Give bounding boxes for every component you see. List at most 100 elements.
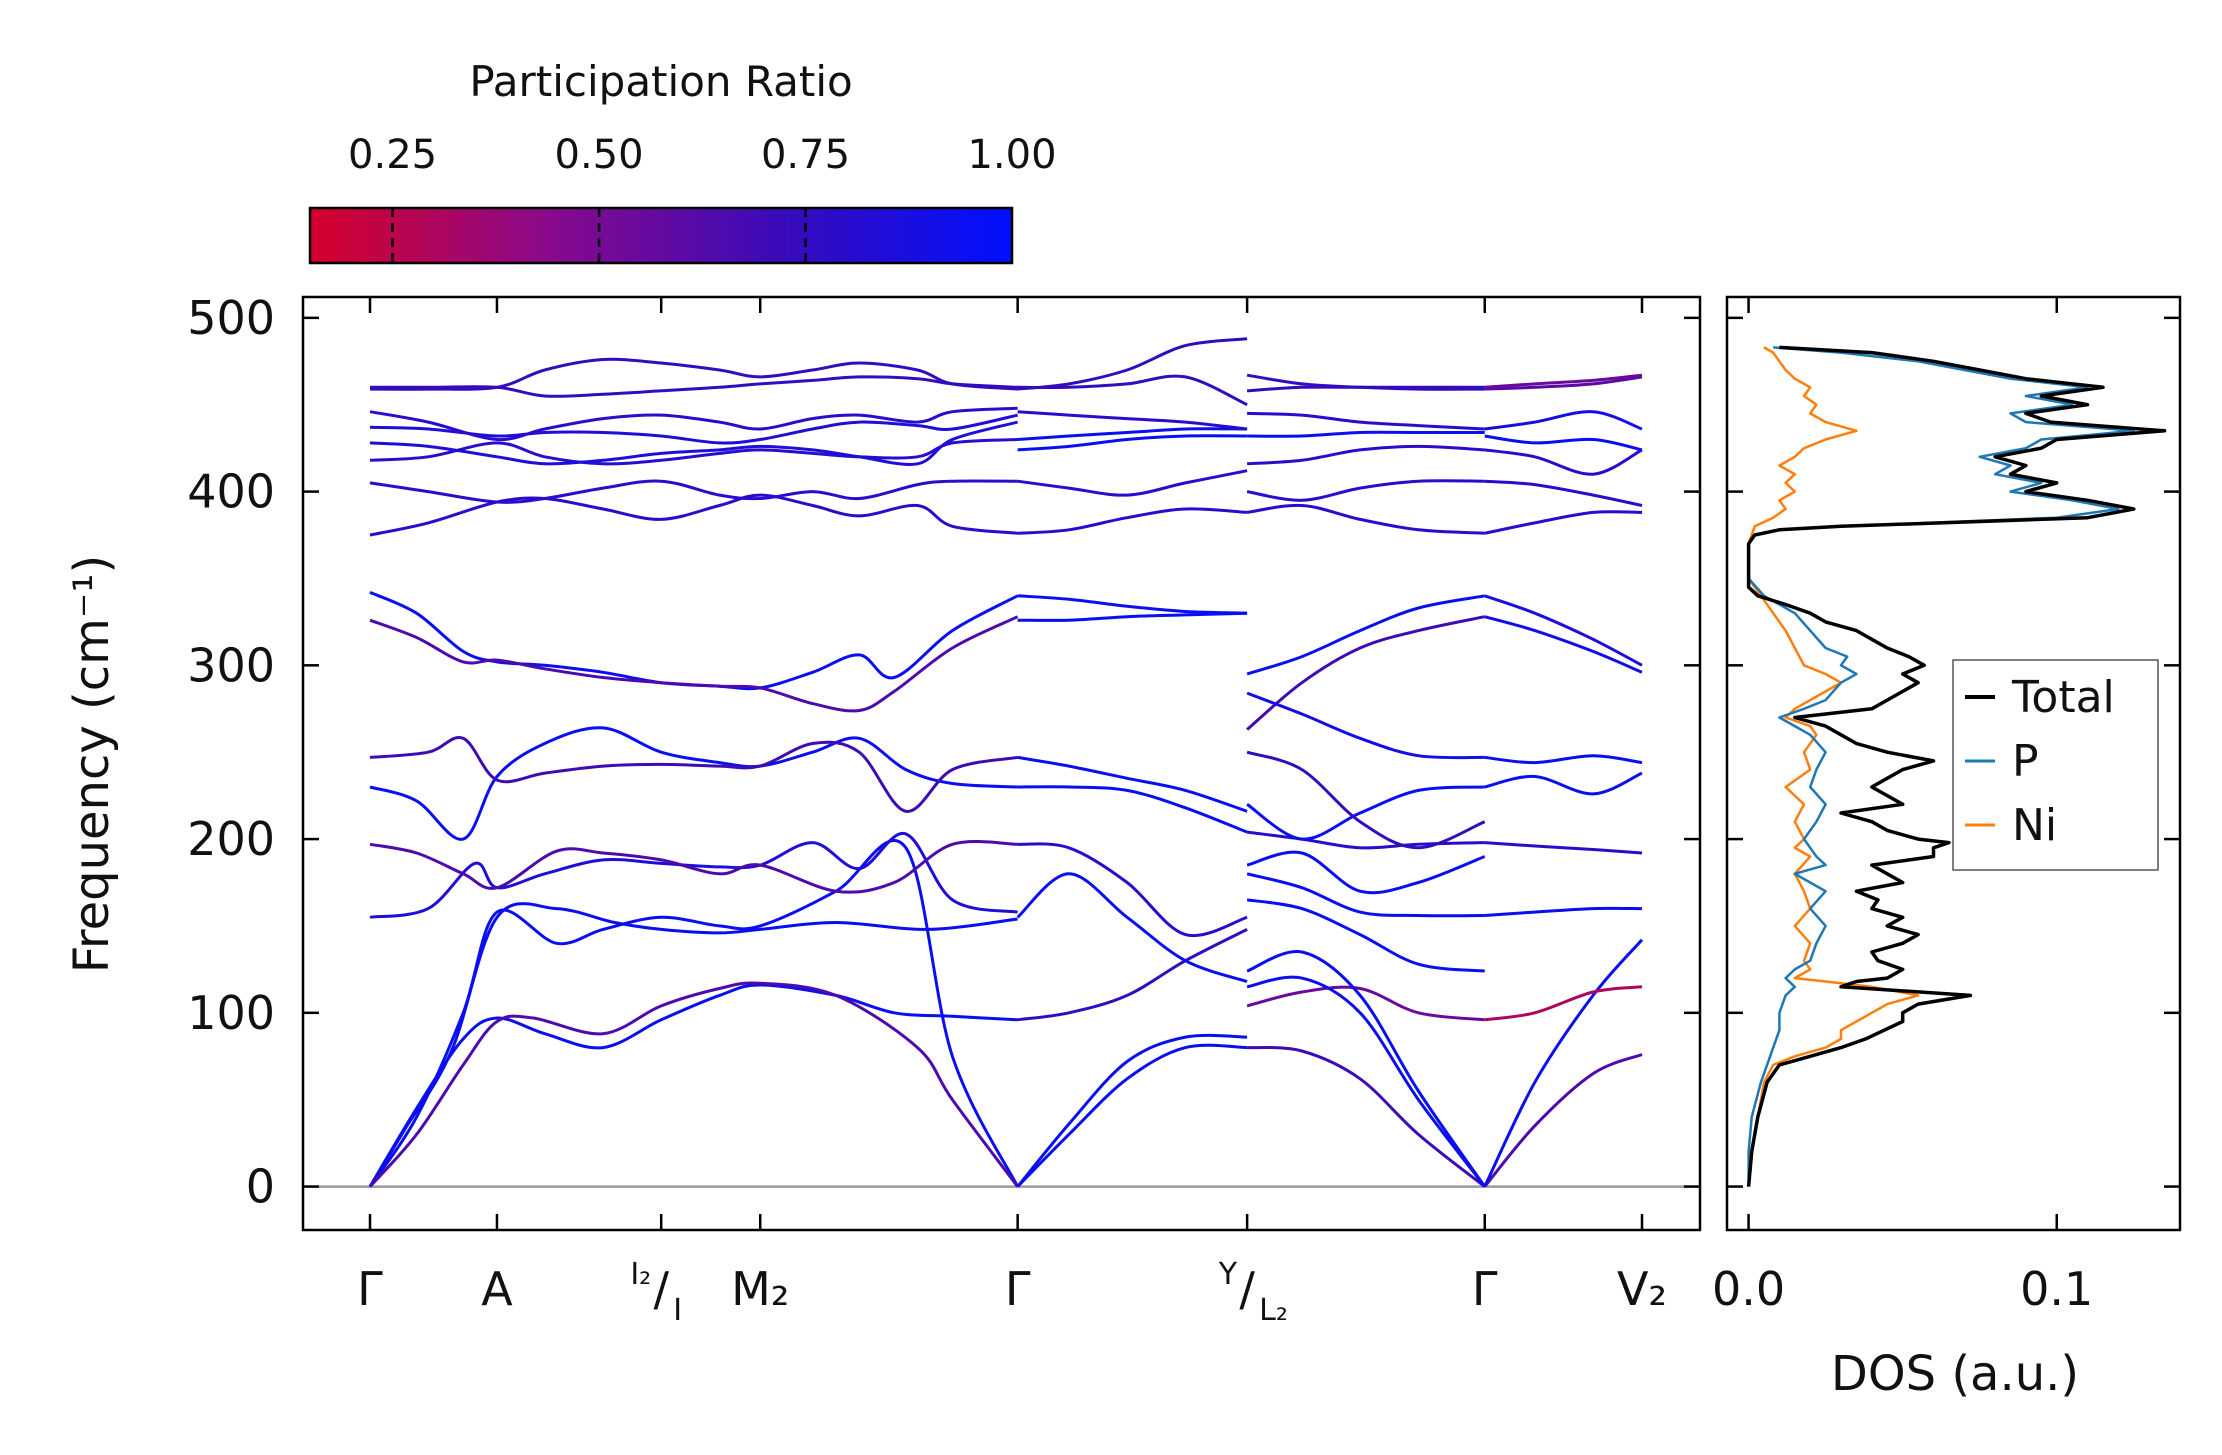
phonon-band [1017,337,1248,391]
phonon-band [368,839,1019,1188]
x-tick-label-sub: L₂ [1259,1293,1288,1328]
y-axis-label: Frequency (cm⁻¹) [64,555,120,973]
x-tick-label-slash: / [1239,1262,1255,1316]
phonon-band [1017,594,1248,615]
phonon-band [1484,510,1643,535]
dos-x-tick-label: 0.1 [2020,1262,2093,1316]
phonon-band [1484,841,1643,855]
phonon-band [1484,479,1643,507]
phonon-band [368,983,1018,1188]
dos-x-axis-label: DOS (a.u.) [1831,1346,2079,1402]
x-tick-label-sup: Y [1218,1257,1238,1292]
x-tick-label-sup: I₂ [630,1257,651,1292]
phonon-band [1017,507,1248,535]
phonon-band [1484,373,1643,389]
phonon-band [1246,479,1485,502]
y-tick-label: 200 [187,812,275,866]
phonon-band [1246,503,1485,535]
dos-plot-frame [1725,295,2182,1232]
phonon-band [1484,754,1643,765]
dos-line-ni [1747,346,1920,1187]
y-tick-label: 500 [187,291,275,345]
phonon-band [369,839,1018,894]
phonon-band [369,438,1018,466]
phonon-band [1484,771,1643,796]
phonon-band [1246,691,1485,760]
x-tick-label: Γ [1005,1262,1031,1316]
phonon-band [1484,594,1643,667]
legend-label: Total [2011,672,2115,723]
phonon-band [1017,755,1248,813]
phonon-band [1484,906,1643,917]
x-tick-label-slash: / [653,1262,669,1316]
colorbar-gradient [308,206,1014,265]
phonon-band [1017,434,1248,452]
phonon-band [1246,373,1485,391]
legend-label: Ni [2012,800,2057,851]
legend-label: P [2012,736,2039,787]
phonon-band [1017,469,1248,497]
x-tick-label-sub: I [673,1293,682,1328]
phonon-band [1017,928,1248,1022]
y-tick-label: 0 [246,1160,275,1214]
phonon-band [1484,448,1643,476]
phonon-band [368,902,1018,1188]
phonon-band [369,420,1018,466]
dos-x-tick-label: 0.0 [1712,1262,1785,1316]
phonon-band [368,981,1019,1188]
x-tick-label-composite: I₂ / I [630,1257,682,1328]
phonon-band [1246,830,1485,850]
phonon-band [1484,615,1643,674]
x-tick-label-composite: Y / L₂ [1218,1257,1288,1328]
phonon-band [369,406,1018,442]
phonon-band [370,375,1018,398]
phonon-band [369,413,1018,445]
phonon-band [1484,375,1643,391]
phonon-band [369,357,1018,391]
phonon-band [1247,430,1485,438]
dos-legend: Total P Ni [1952,659,2159,871]
colorbar-tick-label: 0.50 [555,132,644,178]
phonon-band [1483,1053,1643,1188]
phonon-band [1246,898,1485,973]
phonon-band [1246,850,1486,895]
phonon-band [1246,594,1485,676]
phonon-band [1483,938,1644,1188]
dos-line-total [1746,345,2167,1187]
phonon-band [1017,842,1248,938]
dos-line-p [1747,346,2136,1187]
y-tick-label: 300 [187,638,275,692]
phonon-band [1246,785,1485,841]
y-tick-label: 100 [187,986,275,1040]
phonon-band [1246,615,1486,731]
phonon-band [1246,950,1486,1188]
phonon-band [1016,872,1248,983]
x-tick-label: Γ [357,1262,383,1316]
colorbar: Participation Ratio 0.25 0.50 0.75 1.00 [308,57,1057,265]
phonon-band [1246,985,1485,1022]
colorbar-tick-label: 0.75 [761,132,850,178]
phonon-band [369,615,1019,713]
phonon-band [1017,611,1248,622]
phonon-band [1017,410,1248,431]
phonon-band [1246,975,1486,1188]
y-tick-label: 400 [187,465,275,519]
x-tick-label: Γ [1472,1262,1498,1316]
phonon-band [1016,1033,1248,1188]
band-plot-frame [301,295,1702,1232]
phonon-band [1247,444,1485,466]
colorbar-tick-label: 1.00 [967,132,1056,178]
x-tick-label: V₂ [1617,1262,1667,1316]
colorbar-title: Participation Ratio [469,57,852,106]
phonon-band [1017,374,1248,407]
phonon-band [369,591,1019,691]
phonon-band [1247,411,1485,431]
x-tick-label: A [481,1262,513,1316]
phonon-band [1247,1046,1486,1188]
phonon-band [1484,985,1643,1022]
phonon-band [1016,1043,1248,1188]
phonon-band [1246,872,1485,918]
phonon-band [1484,410,1643,431]
